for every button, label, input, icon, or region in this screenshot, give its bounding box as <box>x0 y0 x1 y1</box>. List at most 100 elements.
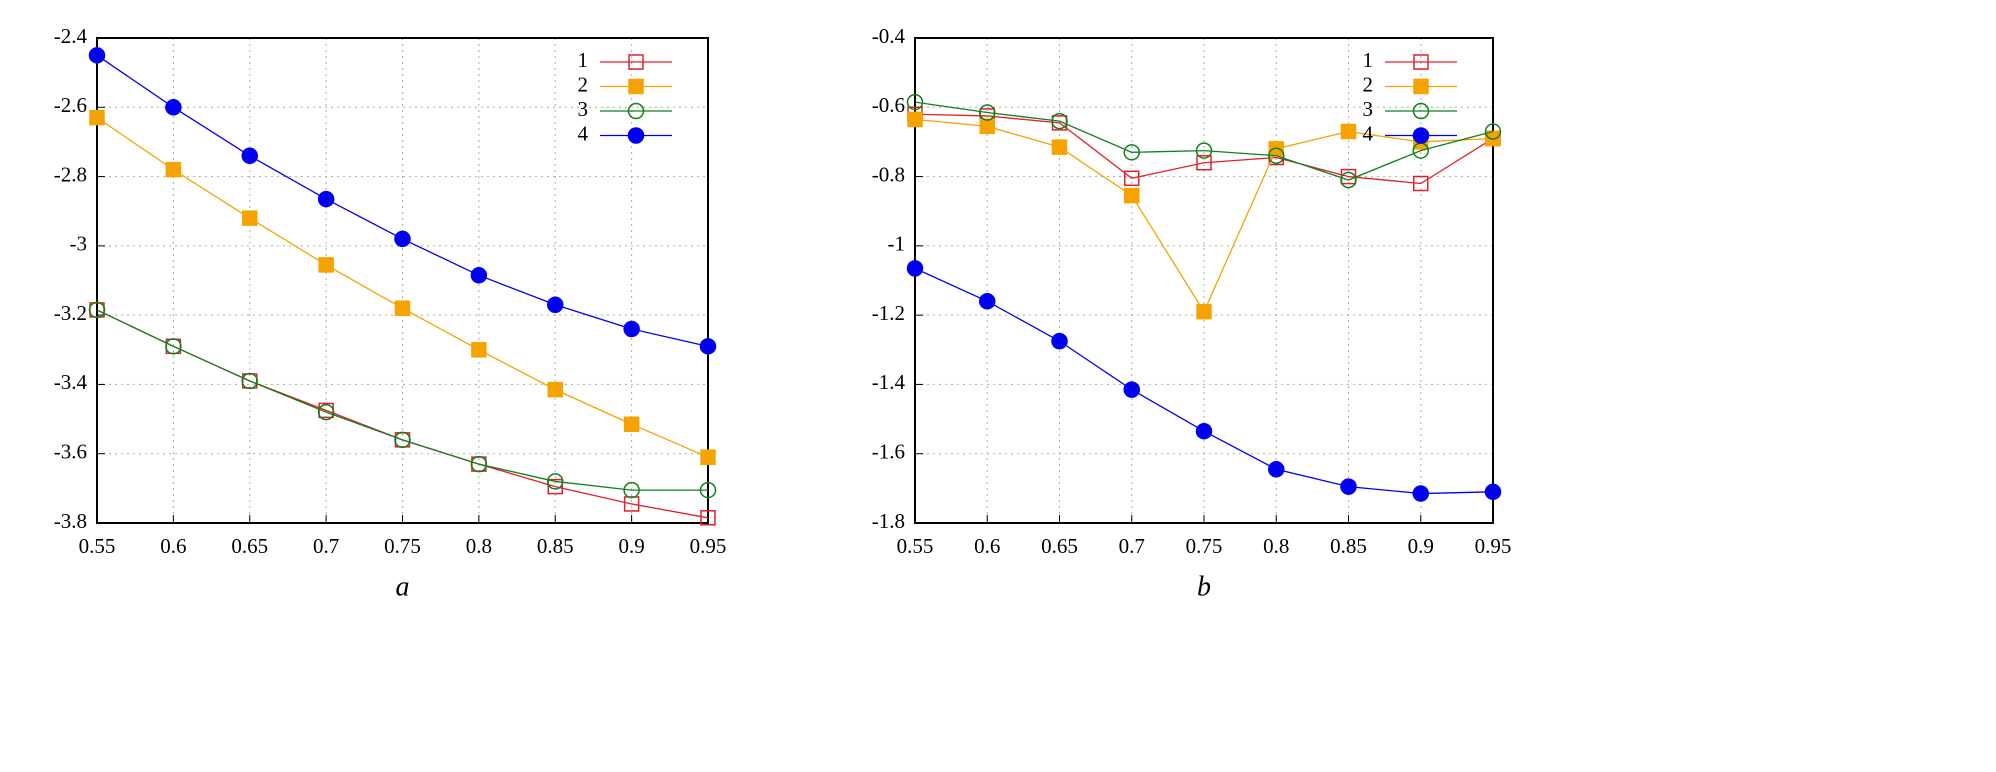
data-point <box>1051 139 1068 155</box>
series-line <box>96 309 708 491</box>
data-point <box>165 99 182 116</box>
data-point <box>906 93 924 111</box>
legend-marker <box>1413 78 1429 95</box>
data-point <box>979 104 996 121</box>
x-tick-label: 0.55 <box>897 534 934 558</box>
x-axis-label: b <box>1197 571 1211 602</box>
x-tick-label: 0.75 <box>384 534 421 558</box>
legend-marker <box>1413 54 1429 70</box>
data-point <box>89 109 105 126</box>
x-tick-label: 0.95 <box>1475 534 1512 558</box>
x-tick-label: 0.8 <box>1263 534 1289 558</box>
legend-label: 4 <box>1363 121 1374 145</box>
legend-marker <box>1412 127 1430 144</box>
data-point <box>1340 478 1357 495</box>
legend-label: 3 <box>1363 97 1374 121</box>
x-tick-label: 0.9 <box>1408 534 1434 558</box>
y-tick-label: -1.8 <box>872 509 905 533</box>
data-point <box>241 372 258 390</box>
y-tick-label: -1.4 <box>872 370 906 394</box>
legend-label: 2 <box>578 72 589 96</box>
series-line <box>96 117 709 458</box>
y-tick-label: -3.4 <box>54 370 88 394</box>
legend-label: 3 <box>578 97 589 121</box>
legend-marker <box>627 127 645 144</box>
data-point <box>1268 461 1285 478</box>
data-point <box>394 300 411 316</box>
y-tick-label: -0.8 <box>872 162 905 186</box>
data-point <box>979 118 995 135</box>
data-point <box>547 381 563 398</box>
legend-marker <box>1412 102 1430 120</box>
series-line <box>914 101 1494 181</box>
x-tick-label: 0.8 <box>466 534 492 558</box>
data-point <box>470 455 488 473</box>
x-tick-label: 0.85 <box>1330 534 1367 558</box>
y-tick-label: -1.2 <box>872 301 905 325</box>
data-point <box>547 478 563 495</box>
x-tick-label: 0.95 <box>690 534 727 558</box>
y-tick-label: -0.6 <box>872 93 905 117</box>
data-point <box>241 147 258 165</box>
x-axis-label: a <box>396 571 410 602</box>
data-point <box>906 260 924 277</box>
y-tick-label: -2.6 <box>54 93 87 117</box>
data-point <box>318 257 334 273</box>
data-point <box>1123 381 1140 398</box>
y-tick-label: -3.2 <box>54 301 87 325</box>
data-point <box>471 342 487 358</box>
x-tick-label: 0.6 <box>160 534 186 558</box>
data-point <box>1195 142 1213 159</box>
y-tick-label: -3.6 <box>54 440 87 464</box>
data-point <box>1196 154 1212 171</box>
x-tick-label: 0.85 <box>537 534 574 558</box>
legend-label: 1 <box>1363 48 1374 72</box>
legend-marker <box>628 78 644 95</box>
y-tick-label: -2.8 <box>54 162 87 186</box>
plot-frame <box>96 37 709 524</box>
data-point <box>1196 303 1212 320</box>
data-point <box>1340 123 1357 140</box>
data-point <box>1123 144 1140 161</box>
data-point <box>317 190 335 208</box>
data-point <box>623 481 640 499</box>
data-point <box>394 230 411 248</box>
x-tick-label: 0.75 <box>1186 534 1223 558</box>
x-tick-label: 0.9 <box>619 534 645 558</box>
data-point <box>88 47 106 64</box>
data-point <box>317 403 335 421</box>
y-tick-label: -3 <box>70 232 88 256</box>
data-point <box>907 111 923 128</box>
x-tick-label: 0.6 <box>974 534 1000 558</box>
data-point <box>547 473 564 490</box>
y-tick-label: -3.8 <box>54 509 87 533</box>
y-tick-label: -0.4 <box>872 24 906 48</box>
series-line <box>914 113 1494 185</box>
legend-label: 2 <box>1363 72 1374 96</box>
legend-marker <box>628 54 644 70</box>
y-tick-label: -1.6 <box>872 440 905 464</box>
data-point <box>700 510 716 526</box>
data-point <box>1124 170 1140 187</box>
data-point <box>623 416 640 433</box>
data-point <box>88 301 106 319</box>
data-point <box>1412 485 1429 502</box>
series-line <box>914 118 1494 314</box>
data-point <box>699 481 717 499</box>
legend-label: 4 <box>578 121 589 145</box>
data-point <box>1051 332 1068 350</box>
data-point <box>394 431 411 449</box>
x-tick-label: 0.55 <box>79 534 116 558</box>
data-point <box>165 161 182 178</box>
series-line <box>96 309 709 519</box>
data-point <box>1484 123 1502 140</box>
y-tick-label: -2.4 <box>54 24 88 48</box>
data-point <box>1124 187 1140 204</box>
data-point <box>700 449 716 465</box>
plot-frame <box>914 37 1494 524</box>
x-tick-label: 0.65 <box>231 534 268 558</box>
data-point <box>1340 171 1357 189</box>
x-tick-label: 0.65 <box>1041 534 1078 558</box>
data-point <box>470 267 488 284</box>
